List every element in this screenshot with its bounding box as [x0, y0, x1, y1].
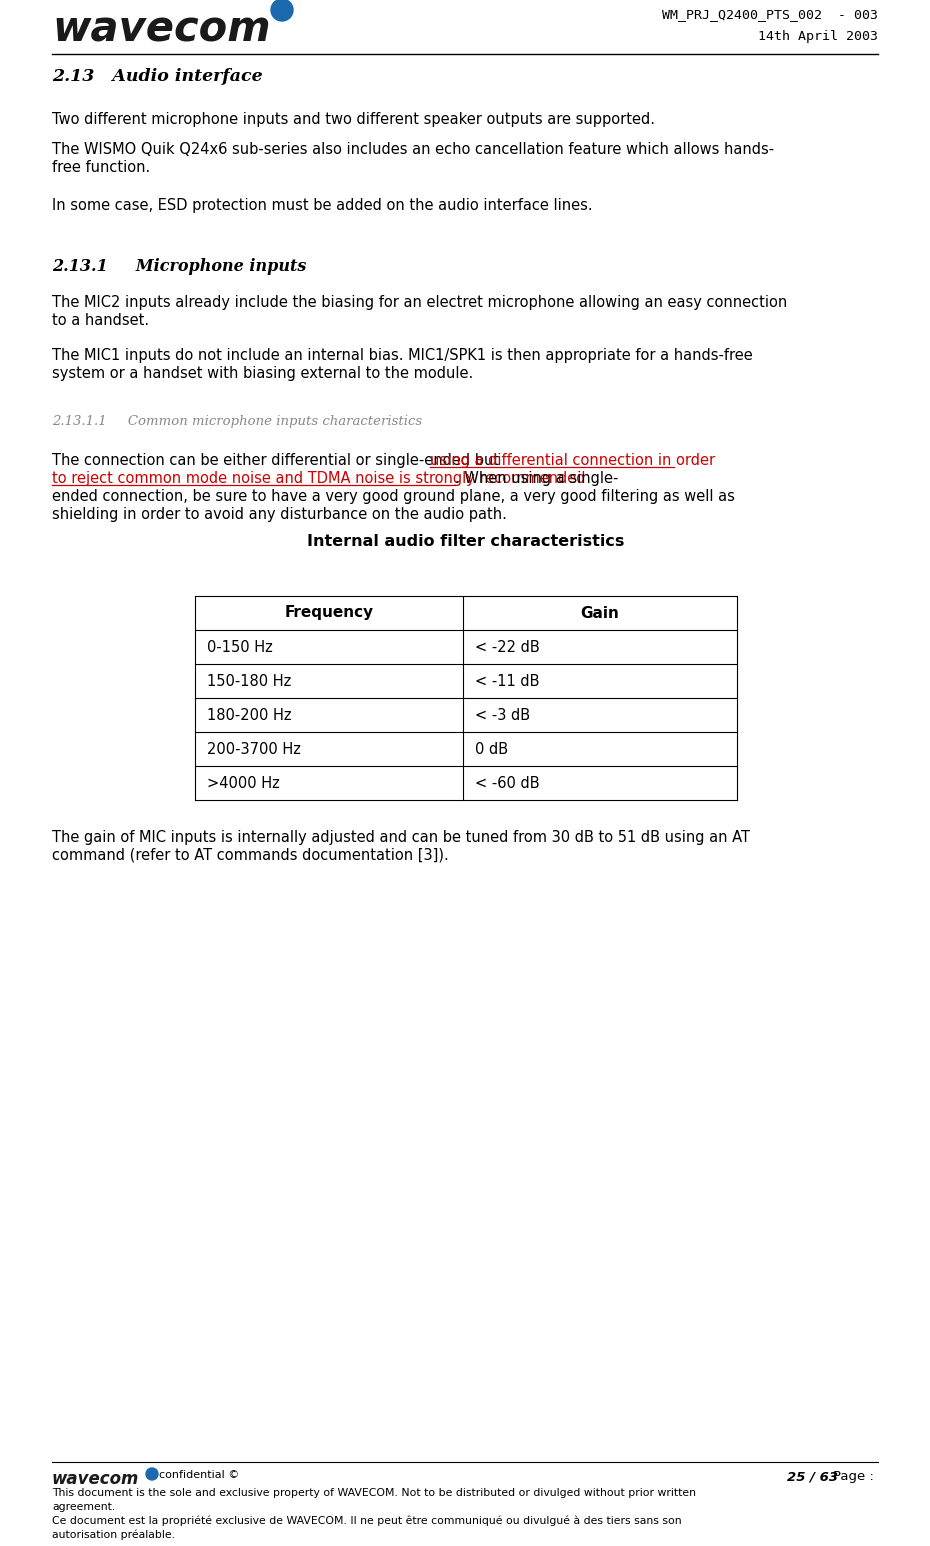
Text: free function.: free function.: [52, 159, 151, 175]
Text: 0 dB: 0 dB: [475, 742, 508, 756]
Text: to a handset.: to a handset.: [52, 312, 149, 328]
Text: Ce document est la propriété exclusive de WAVECOM. Il ne peut être communiqué ou: Ce document est la propriété exclusive d…: [52, 1517, 682, 1526]
Text: The WISMO Quik Q24x6 sub-series also includes an echo cancellation feature which: The WISMO Quik Q24x6 sub-series also inc…: [52, 142, 774, 158]
Text: 25 / 63: 25 / 63: [787, 1470, 838, 1483]
Text: < -11 dB: < -11 dB: [475, 674, 539, 688]
Text: The connection can be either differential or single-ended but: The connection can be either differentia…: [52, 453, 504, 468]
Text: Internal audio filter characteristics: Internal audio filter characteristics: [307, 533, 625, 549]
Text: 180-200 Hz: 180-200 Hz: [207, 708, 291, 722]
Text: In some case, ESD protection must be added on the audio interface lines.: In some case, ESD protection must be add…: [52, 198, 592, 213]
Text: This document is the sole and exclusive property of WAVECOM. Not to be distribut: This document is the sole and exclusive …: [52, 1487, 696, 1498]
Text: Frequency: Frequency: [285, 606, 374, 620]
Text: w: w: [277, 5, 286, 15]
Text: using a differential connection in order: using a differential connection in order: [431, 453, 715, 468]
Text: 150-180 Hz: 150-180 Hz: [207, 674, 291, 688]
Text: 14th April 2003: 14th April 2003: [758, 29, 878, 43]
Text: agreement.: agreement.: [52, 1503, 115, 1512]
Text: shielding in order to avoid any disturbance on the audio path.: shielding in order to avoid any disturba…: [52, 507, 507, 523]
Text: system or a handset with biasing external to the module.: system or a handset with biasing externa…: [52, 366, 473, 380]
Text: autorisation préalable.: autorisation préalable.: [52, 1531, 175, 1540]
Text: 0-150 Hz: 0-150 Hz: [207, 640, 272, 654]
Text: ended connection, be sure to have a very good ground plane, a very good filterin: ended connection, be sure to have a very…: [52, 489, 735, 504]
Text: w: w: [150, 1472, 154, 1476]
Text: >4000 Hz: >4000 Hz: [207, 776, 280, 790]
Text: . When using a single-: . When using a single-: [455, 472, 618, 485]
Text: WM_PRJ_Q2400_PTS_002  - 003: WM_PRJ_Q2400_PTS_002 - 003: [662, 8, 878, 22]
Text: command (refer to AT commands documentation [3]).: command (refer to AT commands documentat…: [52, 849, 449, 863]
Circle shape: [271, 0, 293, 22]
Text: to reject common mode noise and TDMA noise is strongly recommended: to reject common mode noise and TDMA noi…: [52, 472, 586, 485]
Text: wavecom: wavecom: [52, 8, 271, 49]
Text: The MIC1 inputs do not include an internal bias. MIC1/SPK1 is then appropriate f: The MIC1 inputs do not include an intern…: [52, 348, 752, 363]
Text: 2.13   Audio interface: 2.13 Audio interface: [52, 68, 262, 85]
Circle shape: [146, 1469, 158, 1480]
Text: < -3 dB: < -3 dB: [475, 708, 530, 722]
Text: < -60 dB: < -60 dB: [475, 776, 539, 790]
Text: 2.13.1     Microphone inputs: 2.13.1 Microphone inputs: [52, 258, 306, 275]
Text: 200-3700 Hz: 200-3700 Hz: [207, 742, 301, 756]
Text: The gain of MIC inputs is internally adjusted and can be tuned from 30 dB to 51 : The gain of MIC inputs is internally adj…: [52, 830, 750, 846]
Text: Page :: Page :: [833, 1470, 878, 1483]
Text: Gain: Gain: [580, 606, 619, 620]
Text: The MIC2 inputs already include the biasing for an electret microphone allowing : The MIC2 inputs already include the bias…: [52, 295, 788, 311]
Text: 2.13.1.1     Common microphone inputs characteristics: 2.13.1.1 Common microphone inputs charac…: [52, 414, 422, 428]
Text: < -22 dB: < -22 dB: [475, 640, 539, 654]
Text: confidential ©: confidential ©: [159, 1470, 239, 1480]
Text: wavecom: wavecom: [52, 1470, 140, 1487]
Text: Two different microphone inputs and two different speaker outputs are supported.: Two different microphone inputs and two …: [52, 111, 655, 127]
